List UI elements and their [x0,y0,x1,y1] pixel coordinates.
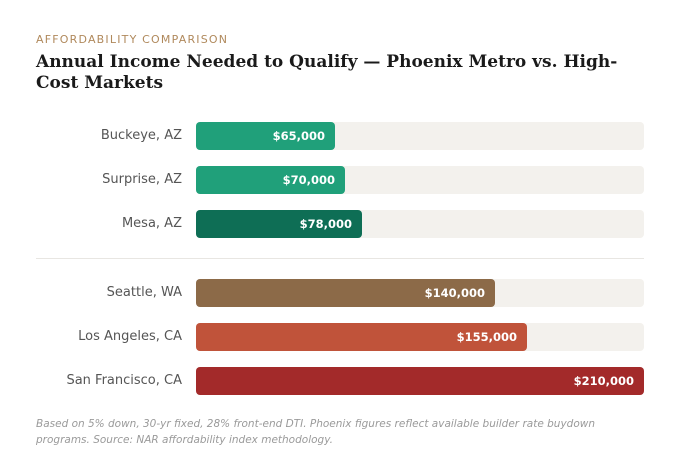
bar: $78,000 [196,210,362,238]
bar-value-label: $210,000 [573,374,634,388]
bar-track: $155,000 [196,323,644,351]
bar: $70,000 [196,166,345,194]
bar-row: San Francisco, CA $210,000 [0,367,680,395]
bar-track: $140,000 [196,279,644,307]
bar: $155,000 [196,323,527,351]
bar-value-label: $70,000 [282,173,335,187]
bar-track: $65,000 [196,122,644,150]
chart-footnote: Based on 5% down, 30-yr fixed, 28% front… [36,418,595,446]
group-divider [36,258,644,259]
bar-row: Mesa, AZ $78,000 [0,210,680,238]
bar-row: Seattle, WA $140,000 [0,279,680,307]
chart-eyebrow: AFFORDABILITY COMPARISON [36,33,229,46]
category-label: Buckeye, AZ [100,128,182,143]
category-label: Mesa, AZ [121,216,182,231]
category-label: Seattle, WA [106,285,182,300]
bar-row: Surprise, AZ $70,000 [0,166,680,194]
bar-track: $70,000 [196,166,644,194]
bar: $210,000 [196,367,644,395]
category-label: San Francisco, CA [66,373,182,388]
chart-title: Annual Income Needed to Qualify — Phoeni… [36,52,618,93]
bar-track: $210,000 [196,367,644,395]
bar-row: Los Angeles, CA $155,000 [0,323,680,351]
bar: $65,000 [196,122,335,150]
bar-value-label: $140,000 [424,286,485,300]
category-label: Surprise, AZ [102,172,182,187]
bar-row: Buckeye, AZ $65,000 [0,122,680,150]
bar: $140,000 [196,279,495,307]
bar-track: $78,000 [196,210,644,238]
bar-value-label: $78,000 [299,217,352,231]
bar-value-label: $65,000 [272,129,325,143]
bar-value-label: $155,000 [456,330,517,344]
category-label: Los Angeles, CA [78,329,182,344]
